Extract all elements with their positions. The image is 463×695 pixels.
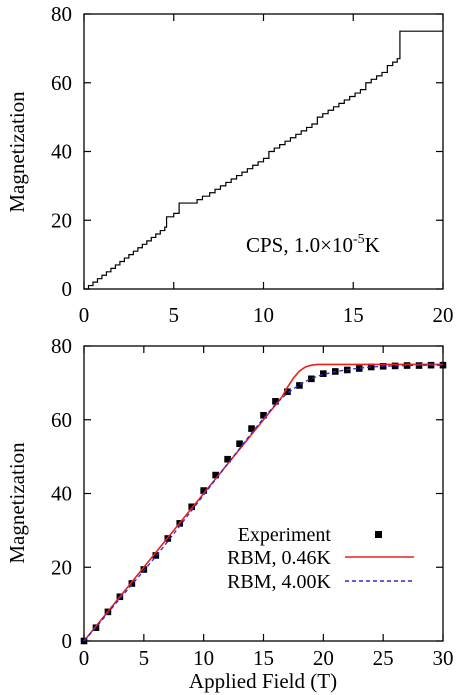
- y-tick-label: 80: [51, 334, 72, 358]
- y-tick-label: 60: [51, 408, 72, 432]
- y-tick-label: 40: [51, 140, 72, 164]
- experiment-point: [140, 566, 148, 573]
- x-tick-label: 15: [253, 646, 274, 670]
- annotation-unit: K: [365, 233, 380, 257]
- y-tick-label: 20: [51, 555, 72, 579]
- y-tick-label: 60: [51, 71, 72, 95]
- experiment-point: [248, 425, 255, 432]
- experiment-point: [355, 365, 363, 372]
- x-tick-label: 30: [433, 646, 454, 670]
- experiment-point: [367, 363, 375, 371]
- x-tick-label: 0: [79, 646, 90, 670]
- y-tick-label: 20: [51, 208, 72, 232]
- legend-label-rbm-046k: RBM, 0.46K: [227, 547, 331, 569]
- experiment-point: [212, 471, 219, 479]
- legend: Experiment RBM, 0.46K RBM, 4.00K: [227, 524, 414, 593]
- experiment-point: [320, 370, 327, 377]
- x-tick-label: 20: [313, 646, 334, 670]
- y-tick-label: 0: [62, 277, 73, 301]
- legend-label-rbm-400k: RBM, 4.00K: [227, 571, 331, 593]
- experiment-point: [128, 580, 136, 587]
- x-tick-label: 15: [343, 303, 364, 327]
- experiment-point: [308, 375, 315, 383]
- annotation-exponent: -5: [353, 232, 365, 247]
- x-tick-label: 10: [193, 646, 214, 670]
- experiment-point: [200, 487, 207, 494]
- bottom-plot-area: 0 5 10 15 20 25 30 0 20 40 60 80: [51, 334, 454, 670]
- series-experiment-markers: [80, 361, 447, 645]
- bottom-x-axis-title: Applied Field (T): [189, 669, 337, 693]
- top-annotation: CPS, 1.0×10-5K: [246, 232, 380, 257]
- experiment-point: [152, 552, 160, 559]
- bottom-y-axis-title: Magnetization: [5, 442, 29, 564]
- top-plot-area: 0 5 10 15 20 0 20 40 60 80: [51, 2, 454, 327]
- x-tick-label: 5: [139, 646, 150, 670]
- experiment-point: [284, 388, 291, 396]
- x-tick-label: 0: [79, 303, 90, 327]
- experiment-point: [224, 455, 231, 463]
- y-tick-label: 80: [51, 2, 72, 26]
- experiment-point: [236, 440, 243, 448]
- experiment-point: [260, 412, 267, 419]
- x-tick-label: 20: [433, 303, 454, 327]
- series-rbm-0-46k-line: [83, 363, 443, 642]
- experiment-point: [296, 382, 303, 389]
- y-tick-label: 40: [51, 482, 72, 506]
- x-tick-label: 5: [169, 303, 180, 327]
- top-y-axis-title: Magnetization: [5, 91, 29, 213]
- experiment-point: [272, 398, 279, 405]
- legend-marker-experiment: [375, 531, 382, 538]
- top-chart-panel: 0 5 10 15 20 0 20 40 60 80 Magnetization CPS, 1.0…: [5, 2, 454, 327]
- series-step-0-line: [84, 30, 443, 290]
- experiment-point: [188, 503, 195, 511]
- annotation-text: CPS, 1.0×10: [246, 233, 353, 257]
- legend-label-experiment: Experiment: [238, 524, 332, 546]
- experiment-point: [403, 362, 411, 369]
- x-tick-label: 10: [253, 303, 274, 327]
- plot-frame: [83, 345, 444, 642]
- y-tick-label: 0: [62, 629, 73, 653]
- x-tick-label: 25: [373, 646, 394, 670]
- series-rbm-4-00k-line: [83, 364, 443, 642]
